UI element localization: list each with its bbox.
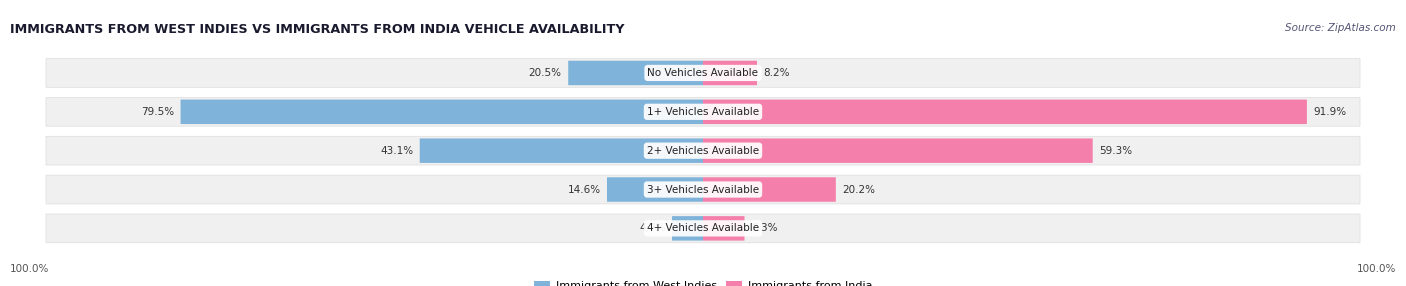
Text: 20.2%: 20.2% <box>842 184 876 194</box>
Text: 59.3%: 59.3% <box>1099 146 1132 156</box>
Text: 6.3%: 6.3% <box>751 223 778 233</box>
FancyBboxPatch shape <box>703 216 745 241</box>
FancyBboxPatch shape <box>703 177 835 202</box>
Text: 14.6%: 14.6% <box>568 184 600 194</box>
Text: 2+ Vehicles Available: 2+ Vehicles Available <box>647 146 759 156</box>
Legend: Immigrants from West Indies, Immigrants from India: Immigrants from West Indies, Immigrants … <box>533 281 873 286</box>
Text: 100.0%: 100.0% <box>1357 264 1396 274</box>
FancyBboxPatch shape <box>46 214 1360 243</box>
Text: 4.7%: 4.7% <box>640 223 665 233</box>
Text: 8.2%: 8.2% <box>763 68 790 78</box>
Text: No Vehicles Available: No Vehicles Available <box>648 68 758 78</box>
FancyBboxPatch shape <box>180 100 703 124</box>
FancyBboxPatch shape <box>672 216 703 241</box>
FancyBboxPatch shape <box>46 59 1360 87</box>
Text: 4+ Vehicles Available: 4+ Vehicles Available <box>647 223 759 233</box>
Text: 79.5%: 79.5% <box>141 107 174 117</box>
FancyBboxPatch shape <box>420 138 703 163</box>
FancyBboxPatch shape <box>703 100 1308 124</box>
FancyBboxPatch shape <box>46 175 1360 204</box>
Text: 3+ Vehicles Available: 3+ Vehicles Available <box>647 184 759 194</box>
Text: 43.1%: 43.1% <box>380 146 413 156</box>
Text: IMMIGRANTS FROM WEST INDIES VS IMMIGRANTS FROM INDIA VEHICLE AVAILABILITY: IMMIGRANTS FROM WEST INDIES VS IMMIGRANT… <box>10 23 624 36</box>
Text: 100.0%: 100.0% <box>10 264 49 274</box>
FancyBboxPatch shape <box>703 138 1092 163</box>
FancyBboxPatch shape <box>568 61 703 85</box>
Text: 91.9%: 91.9% <box>1313 107 1347 117</box>
FancyBboxPatch shape <box>46 98 1360 126</box>
Text: 1+ Vehicles Available: 1+ Vehicles Available <box>647 107 759 117</box>
FancyBboxPatch shape <box>703 61 756 85</box>
FancyBboxPatch shape <box>46 136 1360 165</box>
Text: 20.5%: 20.5% <box>529 68 562 78</box>
FancyBboxPatch shape <box>607 177 703 202</box>
Text: Source: ZipAtlas.com: Source: ZipAtlas.com <box>1285 23 1396 33</box>
